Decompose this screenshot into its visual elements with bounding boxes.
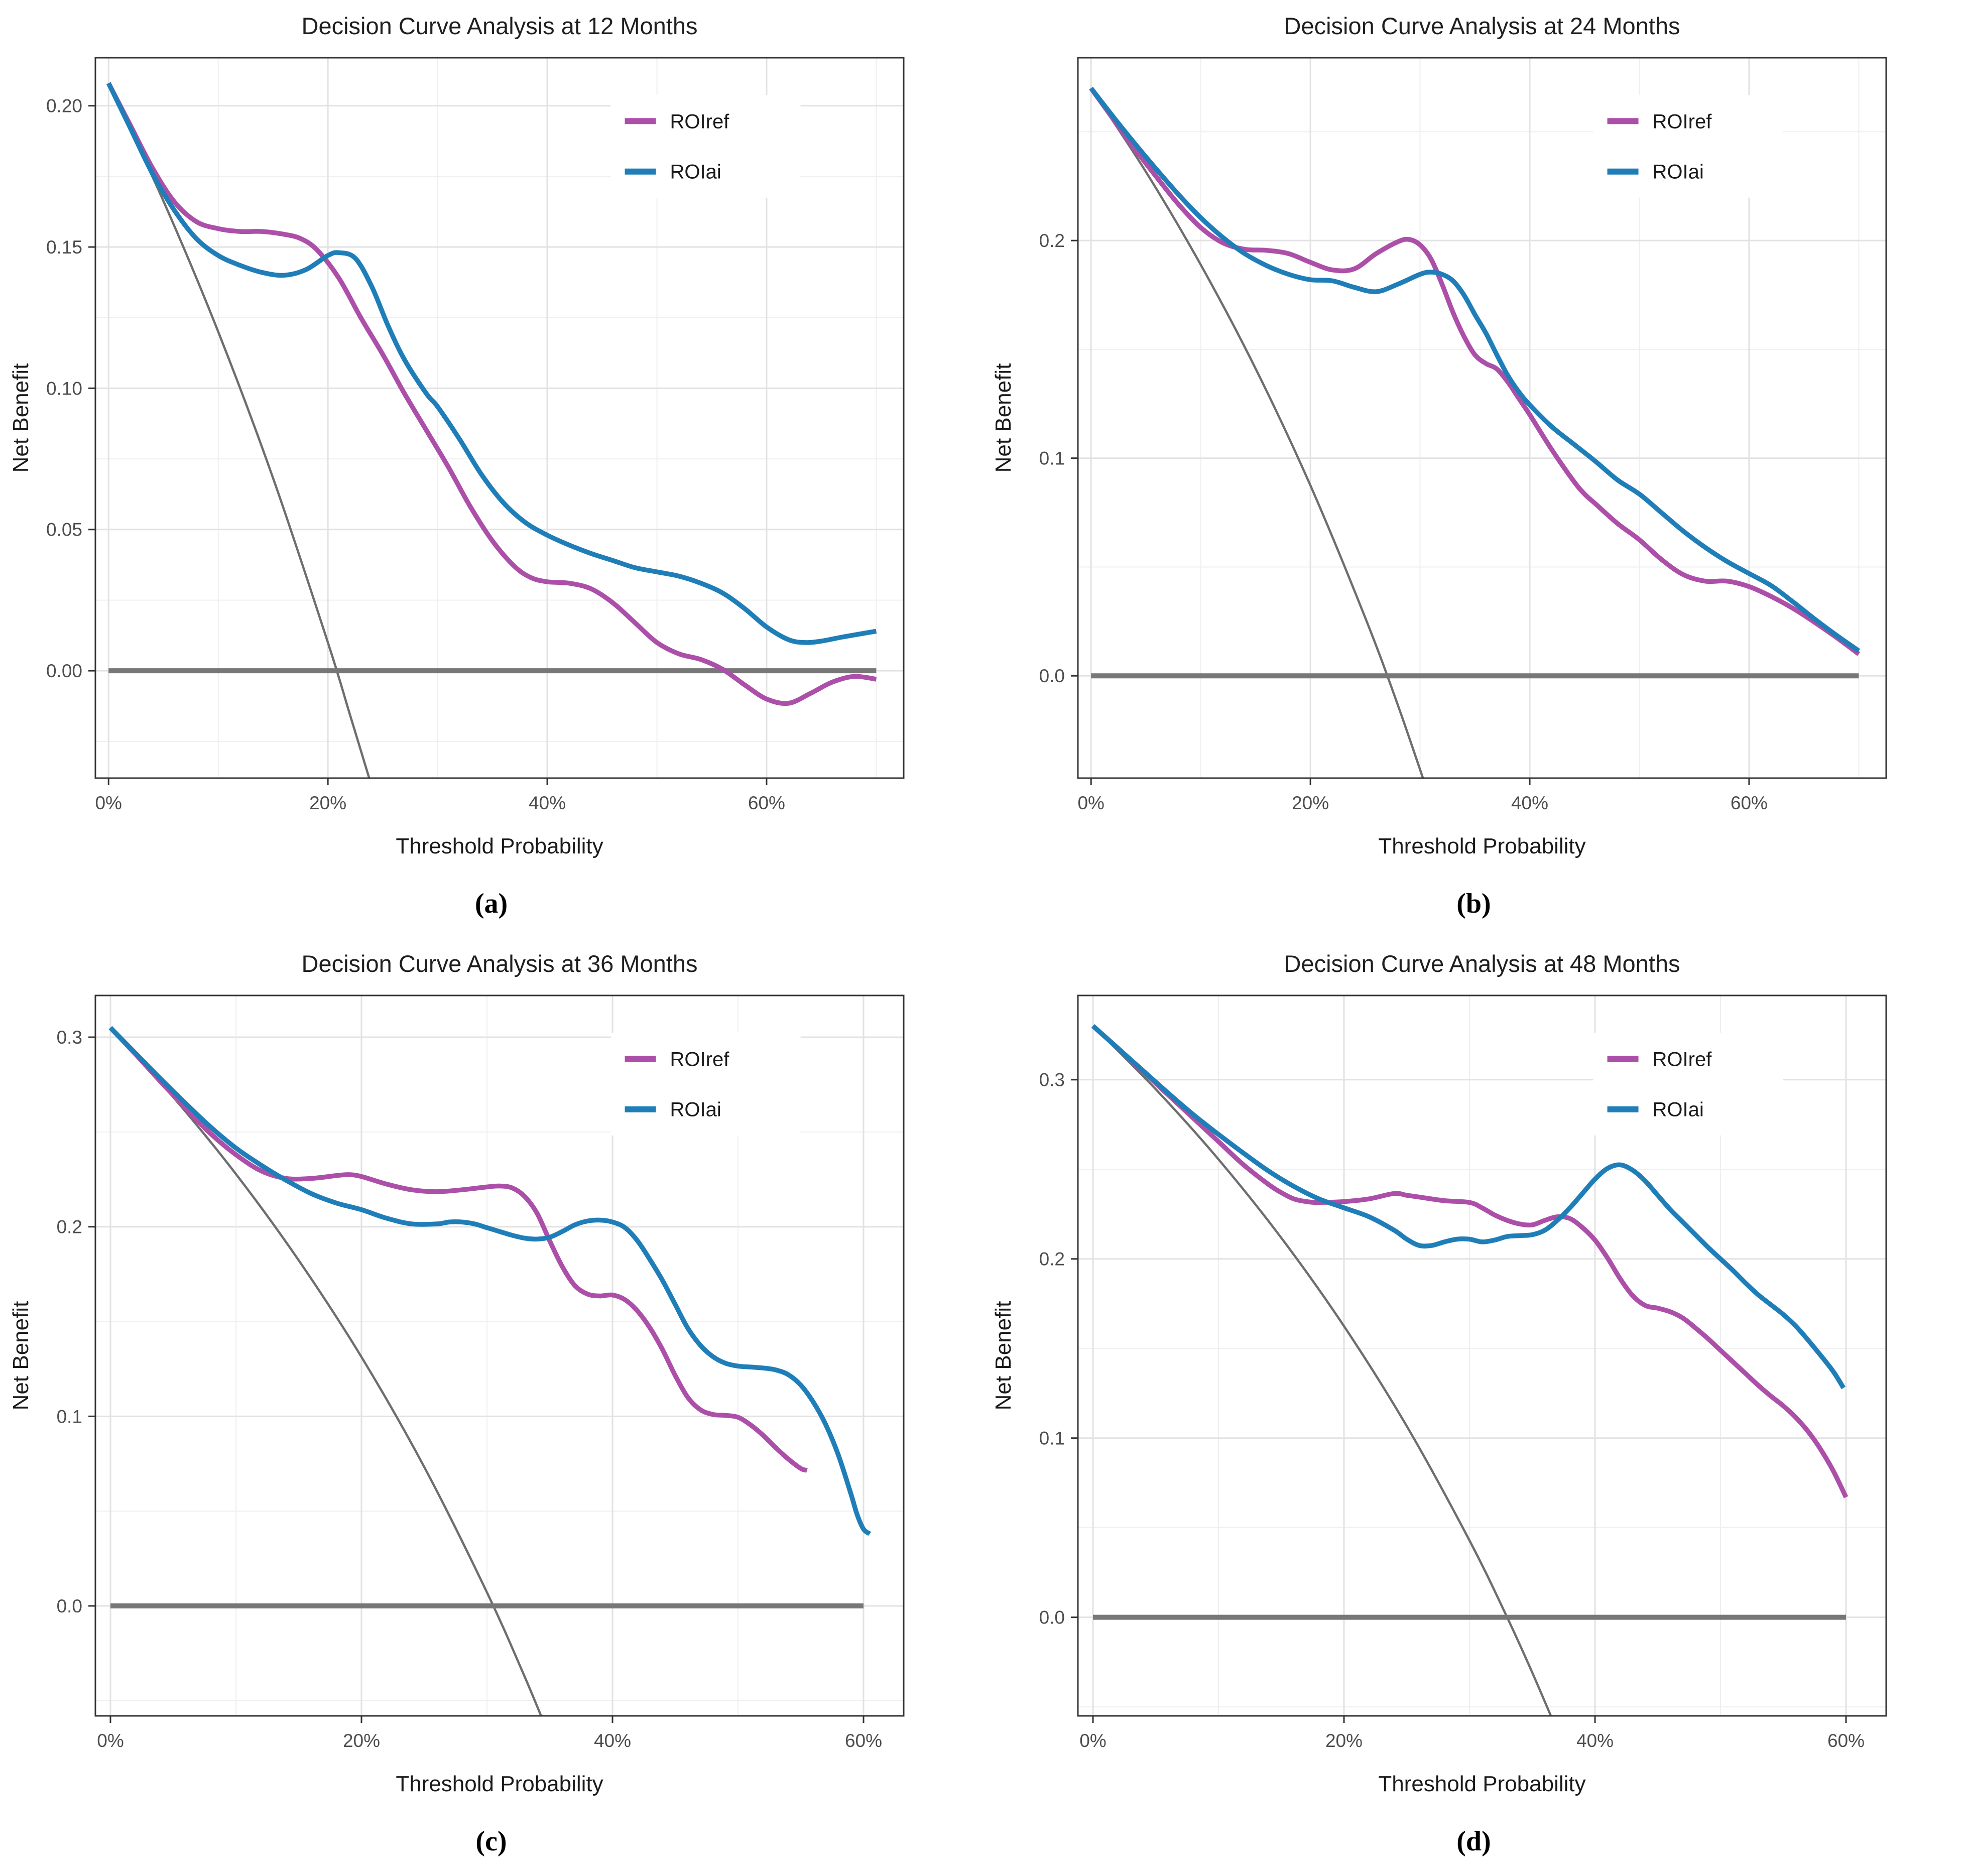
dca-chart-48-months: 0% 20% 40% 60% 0.0 0.1 0.2 0.3 Decision Curve An… — [991, 950, 1887, 1796]
legend: ROIref ROIai — [1593, 95, 1783, 198]
panel-caption-c: (c) — [475, 1826, 507, 1857]
y-tick-label: 0.00 — [46, 661, 82, 681]
x-tick-label: 0% — [1079, 1730, 1106, 1751]
y-axis-title: Net Benefit — [9, 363, 33, 473]
x-tick-label: 0% — [95, 793, 121, 813]
roiref-curve — [1091, 1024, 1849, 1498]
treat-all-line — [1092, 1025, 1552, 1716]
dca-panel-c: 0% 20% 40% 60% 0.0 0.1 0.2 0.3 Decision Curve An… — [0, 938, 982, 1876]
legend: ROIref ROIai — [1593, 1033, 1783, 1136]
panel-border — [1077, 994, 1887, 1717]
x-tick-label: 0% — [1077, 793, 1104, 813]
panel-border — [1077, 57, 1887, 779]
x-axis-title: Threshold Probability — [396, 834, 603, 858]
x-tick-label: 20% — [1292, 793, 1329, 813]
dca-panel-a: 0% 20% 40% 60% 0.00 0.05 0.10 0.15 0.20 Decision … — [0, 0, 982, 938]
panel-caption-b: (b) — [1456, 888, 1491, 919]
y-tick-label: 0.15 — [46, 237, 82, 258]
y-axis-title: Net Benefit — [991, 1301, 1016, 1411]
legend-label-roiai: ROIai — [1653, 1099, 1704, 1121]
series-group — [106, 82, 877, 778]
legend-label-roiai: ROIai — [1653, 161, 1704, 183]
y-tick-label: 0.05 — [46, 520, 82, 540]
x-tick-label: 60% — [845, 1730, 882, 1751]
y-tick-label: 0.20 — [46, 96, 82, 116]
dca-chart-24-months: 0% 20% 40% 60% 0.0 0.1 0.2 Decision Curve Analy… — [991, 13, 1887, 858]
y-axis-title: Net Benefit — [991, 363, 1016, 473]
dca-panel-d: 0% 20% 40% 60% 0.0 0.1 0.2 0.3 Decision Curve An… — [982, 938, 1965, 1876]
y-tick-label: 0.2 — [1039, 1249, 1065, 1270]
panel-border — [94, 994, 905, 1717]
panel-caption-a: (a) — [474, 888, 508, 919]
grid-minor — [1078, 995, 1886, 1716]
x-tick-label: 60% — [1827, 1730, 1865, 1751]
x-axis-title: Threshold Probability — [1378, 1772, 1585, 1796]
roiref-curve — [106, 82, 877, 706]
x-tick-label: 20% — [1325, 1730, 1363, 1751]
treat-all-line — [107, 82, 371, 778]
y-tick-label: 0.0 — [1039, 1607, 1065, 1628]
roiai-curve — [108, 1026, 872, 1536]
panel-border — [94, 57, 905, 779]
x-tick-label: 60% — [748, 793, 785, 813]
grid-minor — [95, 995, 904, 1716]
legend-label-roiref: ROIref — [670, 1048, 730, 1070]
x-tick-label: 0% — [97, 1730, 124, 1751]
grid-minor — [1078, 58, 1886, 778]
axis-ticks — [88, 105, 768, 785]
y-tick-label: 0.2 — [57, 1217, 82, 1237]
series-group — [1089, 86, 1861, 778]
y-tick-label: 0.0 — [57, 1596, 82, 1616]
axis-ticks — [1071, 239, 1750, 785]
y-tick-label: 0.10 — [46, 378, 82, 399]
x-tick-label: 20% — [343, 1730, 380, 1751]
y-tick-label: 0.1 — [57, 1406, 82, 1427]
x-tick-label: 40% — [1576, 1730, 1614, 1751]
dca-panel-b: 0% 20% 40% 60% 0.0 0.1 0.2 Decision Curve Analy… — [982, 0, 1965, 938]
legend-label-roiref: ROIref — [1653, 110, 1712, 133]
treat-all-line — [1090, 87, 1424, 778]
legend-label-roiai: ROIai — [670, 161, 721, 183]
chart-title: Decision Curve Analysis at 48 Months — [1284, 950, 1680, 977]
y-tick-label: 0.3 — [57, 1027, 82, 1048]
legend-label-roiai: ROIai — [670, 1099, 721, 1121]
dca-chart-12-months: 0% 20% 40% 60% 0.00 0.05 0.10 0.15 0.20 Decision … — [9, 13, 905, 858]
y-tick-label: 0.2 — [1039, 230, 1065, 251]
x-tick-label: 40% — [594, 1730, 631, 1751]
panel-caption-d: (d) — [1456, 1826, 1491, 1857]
x-axis-title: Threshold Probability — [396, 1772, 603, 1796]
y-axis-title: Net Benefit — [9, 1301, 33, 1411]
x-tick-label: 20% — [309, 793, 346, 813]
roiai-curve — [1091, 1024, 1846, 1390]
chart-title: Decision Curve Analysis at 12 Months — [302, 13, 698, 39]
legend: ROIref ROIai — [610, 95, 801, 198]
x-axis-title: Threshold Probability — [1378, 834, 1585, 858]
chart-title: Decision Curve Analysis at 24 Months — [1284, 13, 1680, 39]
x-tick-label: 40% — [1511, 793, 1548, 813]
x-tick-label: 60% — [1731, 793, 1768, 813]
chart-title: Decision Curve Analysis at 36 Months — [302, 950, 698, 977]
y-tick-label: 0.3 — [1039, 1070, 1065, 1090]
y-tick-label: 0.1 — [1039, 1428, 1065, 1449]
dca-chart-36-months: 0% 20% 40% 60% 0.0 0.1 0.2 0.3 Decision Curve An… — [9, 950, 905, 1796]
roiai-curve — [106, 82, 877, 645]
y-tick-label: 0.0 — [1039, 666, 1065, 686]
legend-label-roiref: ROIref — [670, 110, 730, 133]
roiai-curve — [1089, 86, 1861, 653]
y-tick-label: 0.1 — [1039, 448, 1065, 469]
series-group — [108, 1026, 872, 1716]
treat-all-line — [109, 1027, 543, 1716]
legend: ROIref ROIai — [610, 1033, 801, 1136]
legend-label-roiref: ROIref — [1653, 1048, 1712, 1070]
axis-ticks — [1071, 1079, 1847, 1723]
x-tick-label: 40% — [529, 793, 566, 813]
axis-ticks — [88, 1036, 865, 1723]
series-group — [1091, 1024, 1849, 1716]
